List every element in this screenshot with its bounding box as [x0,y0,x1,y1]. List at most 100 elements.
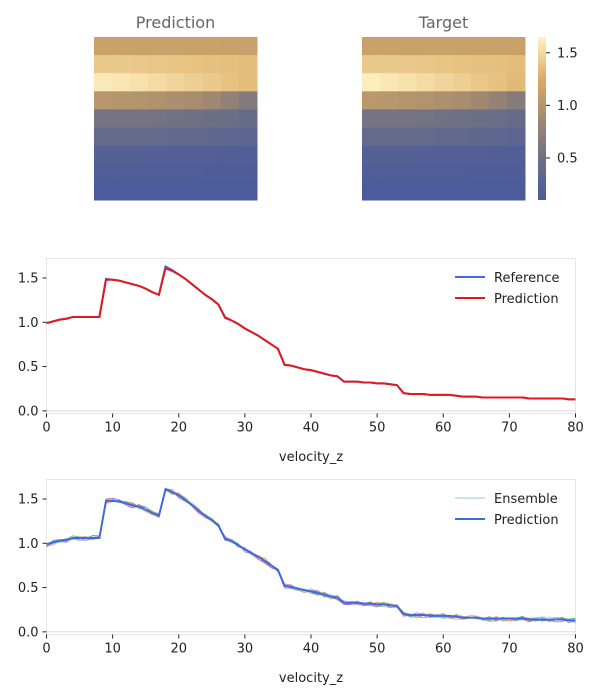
heatmap-cell [238,145,258,165]
heatmap-cell [94,109,113,129]
heatmap-cell [416,109,435,129]
heatmap-cell [148,55,167,74]
heatmap-cell [148,181,167,201]
heatmap-cell [380,127,399,147]
heatmap-cell [130,55,149,74]
heatmap-cell [238,55,258,74]
heatmap-cell [130,73,149,92]
heatmap-cell [398,127,417,147]
heatmap-cell [166,73,186,92]
heatmap-cell [362,73,381,92]
heatmap-cell [506,181,526,201]
heatmap-cell [202,91,222,110]
heatmap-cell [130,37,149,56]
x-tick-label: 70 [501,421,518,436]
heatmap-cell [380,91,399,110]
heatmap-cell [202,37,222,56]
legend-label-prediction: Prediction [494,513,559,528]
heatmap-cell [148,163,167,183]
heatmap-cell [506,37,526,56]
y-tick-label: 1.5 [18,271,39,286]
heatmap-cell [434,55,454,74]
heatmap-cell [238,127,258,147]
heatmap-cell [452,163,472,183]
heatmap-cell [220,109,240,129]
heatmap-cell [184,91,204,110]
heatmap-cell [220,73,240,92]
series-line-prediction [46,487,576,622]
heatmap-cell [398,145,417,165]
heatmap-cell [416,127,435,147]
heatmap-cell [166,55,186,74]
heatmap-cell [220,37,240,56]
heatmap-cell [166,163,186,183]
heatmap-cell [380,145,399,165]
heatmap-cell [506,109,526,129]
colorbar-tick-label: 0.5 [557,151,578,166]
heatmap-cell [202,127,222,147]
heatmap-cell [94,73,113,92]
heatmap-cell [148,73,167,92]
heatmap-cell [220,55,240,74]
heatmap-cell [470,37,490,56]
heatmap-cell [362,37,381,56]
legend-label-prediction: Prediction [494,292,559,307]
x-tick-label: 60 [435,642,452,657]
x-tick-label: 50 [369,642,386,657]
heatmap-cell [434,127,454,147]
heatmap-cell [238,91,258,110]
heatmap-cell [416,163,435,183]
target-heatmap-title: Target [418,13,469,32]
heatmap-cell [380,163,399,183]
heatmap-cell [506,145,526,165]
heatmap-cell [470,73,490,92]
heatmap-cell [148,145,167,165]
heatmap-cell [112,145,131,165]
heatmap-cell [380,181,399,201]
heatmap-cell [470,109,490,129]
x-tick-label: 20 [170,642,187,657]
heatmap-cell [398,73,417,92]
heatmap-cell [112,37,131,56]
x-tick-label: 10 [104,421,121,436]
heatmap-cell [166,181,186,201]
heatmap-cell [166,37,186,56]
y-tick-label: 0.5 [18,581,39,596]
heatmap-cell [398,37,417,56]
heatmap-cell [202,145,222,165]
heatmap-cell [94,127,113,147]
heatmap-cell [506,55,526,74]
heatmap-cell [166,91,186,110]
y-tick-label: 0.0 [18,404,39,419]
heatmap-cell [488,145,508,165]
heatmap-cell [166,109,186,129]
heatmap-cell [112,73,131,92]
heatmap-cell [220,145,240,165]
heatmap-cell [506,127,526,147]
x-tick-label: 0 [42,642,50,657]
legend-label-ensemble: Ensemble [494,492,558,507]
series-line-prediction [46,266,576,401]
heatmap-cell [238,181,258,201]
x-tick-label: 20 [170,421,187,436]
heatmap-cell [220,163,240,183]
ensemble-member-line [46,487,576,623]
heatmap-cell [238,163,258,183]
heatmap-cell [220,181,240,201]
heatmap-cell [184,145,204,165]
heatmap-cell [94,145,113,165]
heatmap-cell [452,37,472,56]
heatmap-cell [398,109,417,129]
heatmap-cell [488,37,508,56]
prediction-heatmap [94,37,258,201]
heatmap-cell [184,55,204,74]
colorbar-tick-label: 1.5 [557,46,578,61]
heatmap-cell [166,127,186,147]
heatmap-cell [94,91,113,110]
heatmap-cell [238,109,258,129]
legend: Ensemble Prediction [455,492,559,528]
heatmap-cell [434,73,454,92]
heatmap-cell [184,37,204,56]
ensemble-member-line [46,488,576,621]
